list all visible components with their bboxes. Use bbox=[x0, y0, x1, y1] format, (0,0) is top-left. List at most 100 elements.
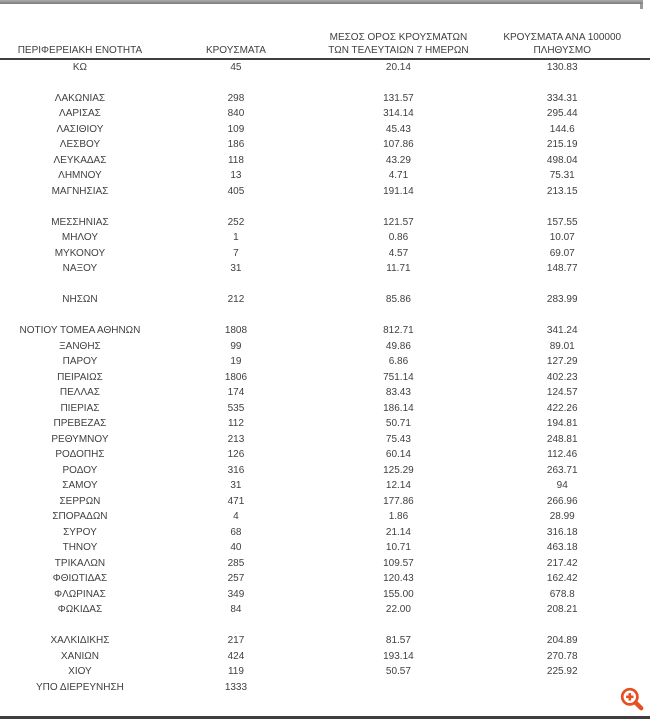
table-cell: ΠΡΕΒΕΖΑΣ bbox=[53, 418, 107, 430]
table-cell: ΣΑΜΟΥ bbox=[62, 480, 98, 492]
table-row: ΥΠΟ ΔΙΕΡΕΥΝΗΣΗ 1333 bbox=[0, 680, 650, 696]
table-cell: ΤΗΝΟΥ bbox=[62, 542, 98, 554]
table-cell: 471 bbox=[227, 495, 245, 507]
table-cell: 217.42 bbox=[546, 557, 578, 569]
table-row: ΝΟΤΙΟΥ ΤΟΜΕΑ ΑΘΗΝΩΝ 1808 812.71 341.24 bbox=[0, 324, 650, 340]
table-cell: 69.07 bbox=[549, 247, 575, 259]
table-row: ΣΑΜΟΥ 31 12.14 94 bbox=[0, 479, 650, 495]
top-divider bbox=[0, 0, 643, 9]
table-cell: 112.46 bbox=[547, 449, 578, 461]
table-row: ΠΡΕΒΕΖΑΣ 112 50.71 194.81 bbox=[0, 417, 650, 433]
table-cell: 127.29 bbox=[546, 356, 578, 368]
table-row: ΛΗΜΝΟΥ 13 4.71 75.31 bbox=[0, 169, 650, 185]
table-cell: ΛΕΣΒΟΥ bbox=[59, 139, 101, 151]
table-cell: 285 bbox=[227, 557, 245, 569]
table-row: ΛΕΥΚΑΔΑΣ 118 43.29 498.04 bbox=[0, 153, 650, 169]
table-cell: 75.43 bbox=[385, 433, 411, 445]
table-cell: 248.81 bbox=[546, 433, 578, 445]
table-cell: 109.57 bbox=[383, 557, 414, 569]
table-cell: 535 bbox=[227, 402, 245, 414]
row-spacer bbox=[0, 200, 650, 216]
table-cell: 257 bbox=[227, 573, 245, 585]
table-cell: 6.86 bbox=[388, 356, 409, 368]
table-cell: 89.01 bbox=[549, 340, 575, 352]
table-cell: 107.86 bbox=[383, 139, 414, 151]
table-row: ΣΠΟΡΑΔΩΝ 4 1.86 28.99 bbox=[0, 510, 650, 526]
table-cell: 1806 bbox=[224, 371, 248, 383]
table-cell: 22.00 bbox=[385, 604, 411, 616]
table-cell: ΜΕΣΣΗΝΙΑΣ bbox=[51, 216, 109, 228]
table-row: ΧΑΝΙΩΝ 424 193.14 270.78 bbox=[0, 649, 650, 665]
column-header-label: ΚΡΟΥΣΜΑΤΑ bbox=[205, 45, 266, 56]
column-header-label: ΠΛΗΘΥΣΜΟ bbox=[533, 45, 591, 56]
table-cell: ΣΠΟΡΑΔΩΝ bbox=[52, 511, 108, 523]
table-cell: ΣΥΡΟΥ bbox=[63, 526, 97, 538]
table-row: ΛΑΡΙΣΑΣ 840 314.14 295.44 bbox=[0, 107, 650, 123]
table-cell: 213 bbox=[227, 433, 245, 445]
table-cell: 45.43 bbox=[385, 123, 411, 135]
table-cell: 225.92 bbox=[546, 666, 578, 678]
table-row: ΠΕΛΛΑΣ 174 83.43 124.57 bbox=[0, 386, 650, 402]
table-row: ΜΕΣΣΗΝΙΑΣ 252 121.57 157.55 bbox=[0, 215, 650, 231]
table-row: ΠΕΙΡΑΙΩΣ 1806 751.14 402.23 bbox=[0, 370, 650, 386]
table-cell: 49.86 bbox=[385, 340, 411, 352]
table-cell: ΧΑΛΚΙΔΙΚΗΣ bbox=[50, 635, 110, 647]
table-cell: ΣΕΡΡΩΝ bbox=[59, 495, 101, 507]
table-cell: 191.14 bbox=[383, 185, 414, 197]
table-row: ΡΕΘΥΜΝΟΥ 213 75.43 248.81 bbox=[0, 432, 650, 448]
table-cell: 298 bbox=[227, 92, 245, 104]
table-cell: 174 bbox=[227, 387, 245, 399]
column-header-label: ΤΩΝ ΤΕΛΕΥΤΑΙΩΝ 7 ΗΜΕΡΩΝ bbox=[328, 45, 469, 56]
table-cell: 424 bbox=[227, 650, 245, 662]
table-cell: ΠΑΡΟΥ bbox=[62, 356, 98, 368]
table-row: ΠΙΕΡΙΑΣ 535 186.14 422.26 bbox=[0, 401, 650, 417]
table-body: ΚΩ 45 20.14 130.83 ΛΑΚΩΝΙΑΣ 298 131.57 334.31 ΛΑ… bbox=[0, 60, 650, 696]
table-header: ΠΕΡΙΦΕΡΕΙΑΚΗ ΕΝΟΤΗΤΑ ΚΡΟΥΣΜΑΤΑ ΜΕΣΟΣ ΟΡΟ… bbox=[0, 4, 650, 60]
table-cell: ΠΙΕΡΙΑΣ bbox=[60, 402, 100, 414]
column-header-regional-unit: ΠΕΡΙΦΕΡΕΙΑΚΗ ΕΝΟΤΗΤΑ bbox=[0, 44, 160, 57]
table-cell: 99 bbox=[230, 340, 242, 352]
table-cell: ΠΕΛΛΑΣ bbox=[59, 387, 100, 399]
table-cell: 40 bbox=[230, 542, 242, 554]
table-cell: 45 bbox=[230, 61, 242, 73]
table-cell: 130.83 bbox=[546, 61, 578, 73]
table-cell: ΝΟΤΙΟΥ ΤΟΜΕΑ ΑΘΗΝΩΝ bbox=[19, 325, 141, 337]
table-row: ΣΥΡΟΥ 68 21.14 316.18 bbox=[0, 525, 650, 541]
table-cell: 31 bbox=[230, 263, 242, 275]
table-row: ΠΑΡΟΥ 19 6.86 127.29 bbox=[0, 355, 650, 371]
table-cell: 126 bbox=[227, 449, 245, 461]
table-row: ΣΕΡΡΩΝ 471 177.86 266.96 bbox=[0, 494, 650, 510]
table-cell: ΝΗΣΩΝ bbox=[62, 294, 98, 306]
table-cell: ΡΟΔΟΥ bbox=[62, 464, 98, 476]
table-cell: 84 bbox=[230, 604, 242, 616]
table-cell: 314.14 bbox=[383, 108, 414, 120]
table-cell: 498.04 bbox=[546, 154, 578, 166]
table-row: ΤΗΝΟΥ 40 10.71 463.18 bbox=[0, 541, 650, 557]
column-header-label: ΠΕΡΙΦΕΡΕΙΑΚΗ ΕΝΟΤΗΤΑ bbox=[17, 45, 143, 56]
table-row: ΡΟΔΟΥ 316 125.29 263.71 bbox=[0, 463, 650, 479]
table-cell: 68 bbox=[230, 526, 242, 538]
table-cell: 186.14 bbox=[383, 402, 414, 414]
table-cell: ΠΕΙΡΑΙΩΣ bbox=[57, 371, 103, 383]
row-spacer bbox=[0, 76, 650, 92]
table-cell: 75.31 bbox=[549, 170, 575, 182]
table-cell: ΞΑΝΘΗΣ bbox=[59, 340, 101, 352]
table-row: ΝΗΣΩΝ 212 85.86 283.99 bbox=[0, 293, 650, 309]
table-cell: 109 bbox=[227, 123, 245, 135]
table-cell: 83.43 bbox=[385, 387, 411, 399]
table-cell: 112 bbox=[227, 418, 244, 430]
zoom-in-button[interactable] bbox=[618, 685, 646, 713]
table-row: ΤΡΙΚΑΛΩΝ 285 109.57 217.42 bbox=[0, 556, 650, 572]
table-cell: 131.57 bbox=[383, 92, 414, 104]
table-cell: 463.18 bbox=[546, 542, 578, 554]
table-cell: ΡΟΔΟΠΗΣ bbox=[55, 449, 105, 461]
table-cell: ΜΥΚΟΝΟΥ bbox=[54, 247, 106, 259]
table-row: ΛΑΚΩΝΙΑΣ 298 131.57 334.31 bbox=[0, 91, 650, 107]
table-cell: 4.57 bbox=[388, 247, 409, 259]
table-cell: 194.81 bbox=[546, 418, 578, 430]
table-cell: 94 bbox=[556, 480, 568, 492]
column-header-cases: ΚΡΟΥΣΜΑΤΑ bbox=[160, 44, 312, 57]
table-row: ΛΕΣΒΟΥ 186 107.86 215.19 bbox=[0, 138, 650, 154]
table-cell: 31 bbox=[230, 480, 242, 492]
table-cell: 11.71 bbox=[386, 263, 411, 275]
